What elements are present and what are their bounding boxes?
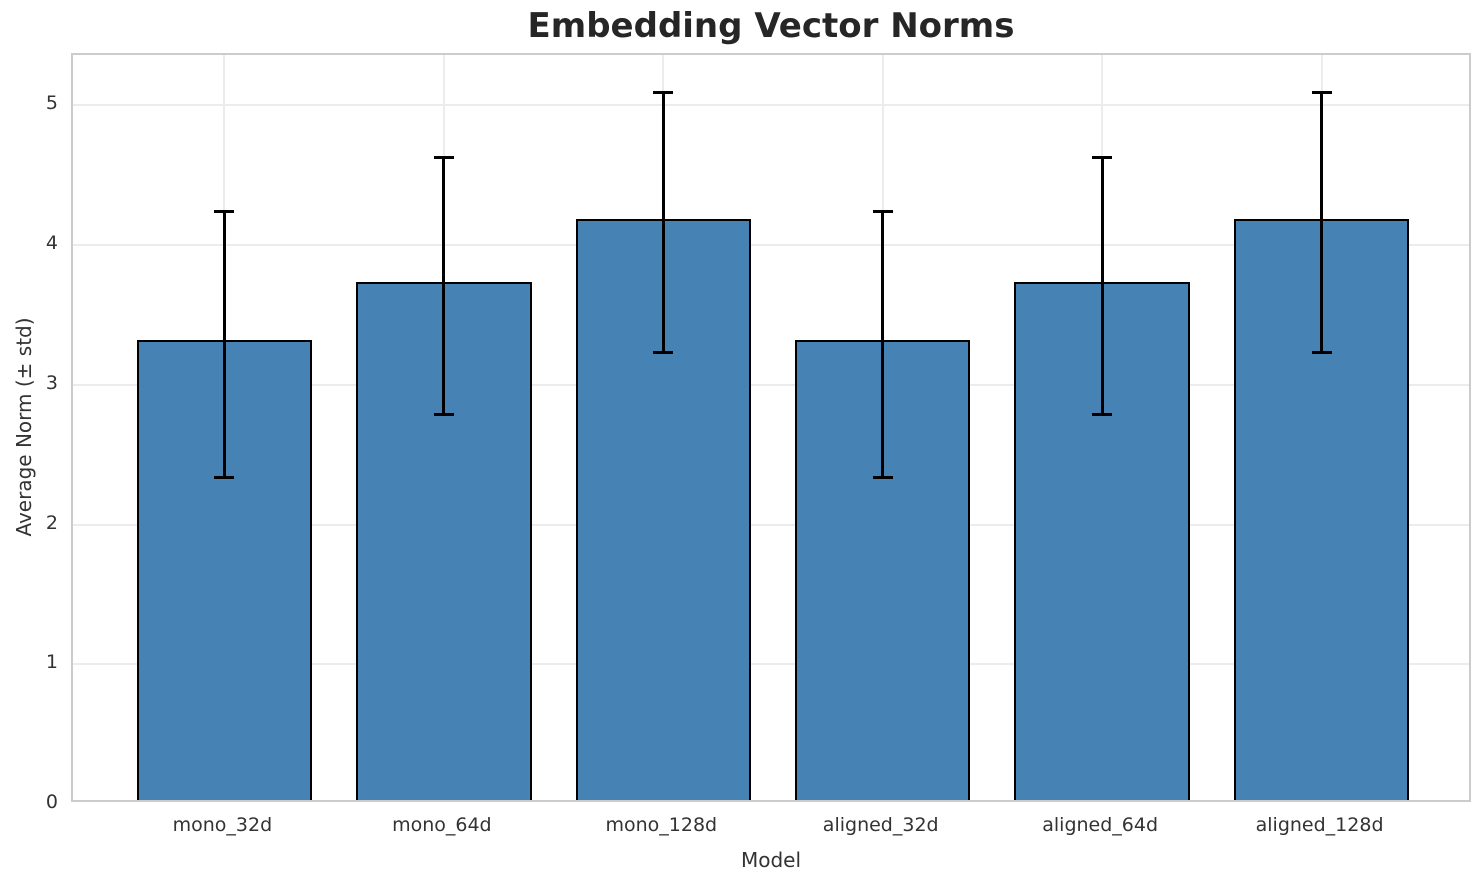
x-axis-label: Model	[740, 848, 802, 872]
h-gridline-2	[73, 523, 1469, 526]
errorbar-cap-bottom-mono_64d	[433, 412, 454, 416]
errorbar-stem-aligned_64d	[1100, 157, 1104, 415]
errorbar-stem-mono_64d	[442, 157, 446, 415]
xtick-label-mono_128d: mono_128d	[605, 814, 718, 836]
errorbar-cap-top-mono_32d	[214, 210, 235, 213]
h-gridline-3	[73, 383, 1469, 386]
xtick-label-aligned_64d: aligned_64d	[1042, 814, 1159, 836]
ytick-label-5: 5	[45, 92, 58, 115]
errorbar-cap-bottom-aligned_128d	[1311, 351, 1332, 355]
errorbar-stem-mono_32d	[222, 211, 226, 477]
ytick-label-4: 4	[45, 232, 58, 255]
errorbar-cap-bottom-mono_32d	[214, 475, 235, 479]
xtick-label-mono_64d: mono_64d	[392, 814, 492, 836]
errorbar-stem-aligned_128d	[1320, 92, 1324, 353]
errorbar-cap-bottom-aligned_64d	[1092, 412, 1113, 416]
xtick-label-aligned_32d: aligned_32d	[822, 814, 939, 836]
errorbar-cap-bottom-mono_128d	[653, 351, 674, 355]
plot-area	[71, 53, 1471, 802]
errorbar-cap-bottom-aligned_32d	[872, 475, 893, 479]
h-gridline-4	[73, 244, 1469, 247]
errorbar-stem-aligned_32d	[881, 211, 885, 477]
ytick-label-2: 2	[45, 511, 58, 534]
xtick-label-aligned_128d: aligned_128d	[1255, 814, 1384, 836]
errorbar-cap-top-aligned_64d	[1092, 155, 1113, 159]
xtick-label-mono_32d: mono_32d	[172, 814, 273, 836]
chart-title: Embedding Vector Norms	[527, 6, 1015, 46]
errorbar-cap-top-mono_128d	[653, 91, 674, 95]
errorbar-stem-mono_128d	[661, 92, 665, 353]
ytick-label-1: 1	[45, 651, 58, 674]
ytick-label-0: 0	[45, 791, 58, 813]
errorbar-cap-top-aligned_32d	[872, 210, 893, 213]
h-gridline-5	[73, 104, 1469, 107]
y-axis-label: Average Norm (± std)	[12, 317, 36, 537]
h-gridline-1	[73, 663, 1469, 666]
errorbar-cap-top-aligned_128d	[1311, 91, 1332, 95]
ytick-label-3: 3	[45, 371, 58, 394]
errorbar-cap-top-mono_64d	[433, 155, 454, 159]
